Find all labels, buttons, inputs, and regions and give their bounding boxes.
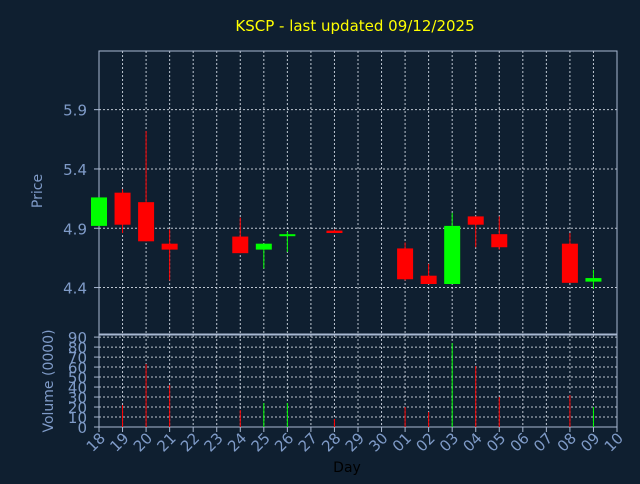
price-tick-label: 5.9 (63, 102, 87, 120)
price-tick-label: 4.4 (63, 280, 87, 298)
volume-tick-label: 80 (68, 339, 87, 357)
price-plot-frame (98, 50, 618, 335)
price-axis-label: Price (30, 174, 46, 208)
chart-title: KSCP - last updated 09/12/2025 (235, 17, 474, 35)
volume-tick-label: 10 (68, 409, 87, 427)
price-tick-label: 5.4 (63, 161, 87, 179)
candle-body (467, 216, 484, 225)
candle-body (279, 234, 296, 237)
candle-body (444, 225, 461, 285)
volume-axis-label: Volume (0000) (41, 329, 57, 432)
volume-tick-label: 60 (68, 359, 87, 377)
candle-body (232, 236, 249, 254)
candle-body (114, 192, 131, 225)
candle-body (138, 202, 155, 242)
volume-tick-label: 30 (68, 389, 87, 407)
volume-tick-label: 90 (68, 329, 87, 347)
candle-body (585, 278, 602, 282)
candle-body (326, 230, 343, 234)
x-axis-label: Day (333, 460, 361, 476)
candle-body (255, 243, 272, 250)
candle-body (161, 243, 178, 250)
candle-body (561, 243, 578, 283)
volume-tick-label: 40 (68, 379, 87, 397)
candle-body (91, 197, 107, 226)
price-panel: 4.4 4.9 5.4 5.9 (63, 50, 618, 335)
candle-body (491, 234, 508, 248)
candle-body (420, 275, 437, 285)
price-tick-label: 4.9 (63, 220, 87, 238)
volume-tick-label: 20 (68, 399, 87, 417)
candle-body (397, 248, 414, 280)
volume-tick-label: 70 (68, 349, 87, 367)
volume-tick-label: 50 (68, 369, 87, 387)
volume-tick-label: 0 (77, 419, 87, 437)
